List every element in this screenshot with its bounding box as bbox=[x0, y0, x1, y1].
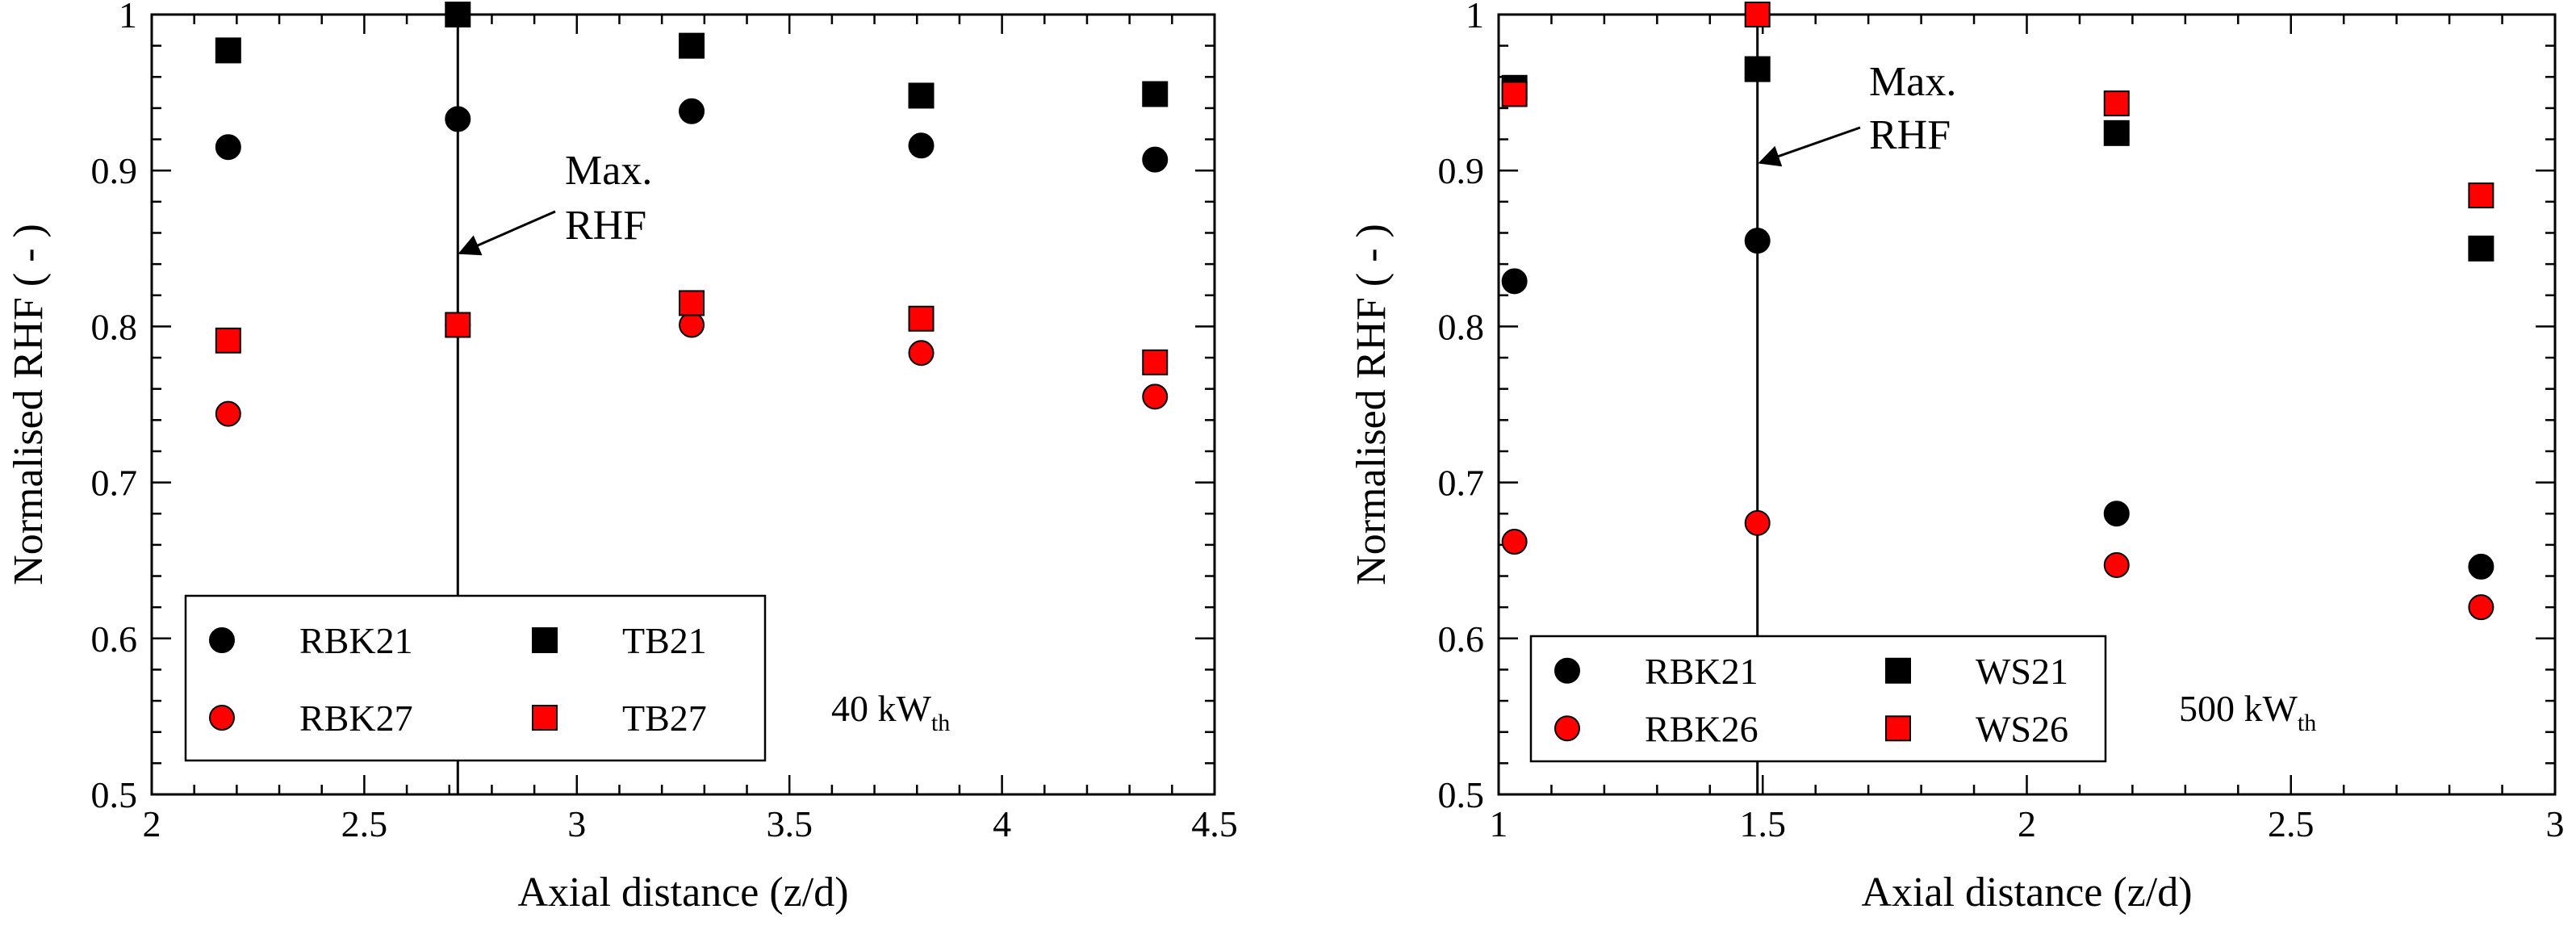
y-tick-label: 0.5 bbox=[1438, 774, 1485, 815]
marker-rbk21-4 bbox=[2468, 553, 2494, 580]
y-tick-label: 0.7 bbox=[1438, 463, 1485, 504]
marker-rbk21-1 bbox=[1501, 268, 1528, 295]
legend-label-tb27: TB27 bbox=[622, 698, 707, 739]
marker-tb27-3 bbox=[679, 290, 705, 316]
marker-rbk26-1 bbox=[1501, 529, 1528, 555]
x-tick-label: 3.5 bbox=[766, 803, 813, 844]
power-label-subscript: th bbox=[2298, 710, 2316, 736]
marker-rbk21-4 bbox=[908, 132, 935, 159]
y-tick-label: 1 bbox=[119, 0, 137, 36]
x-tick-label: 4.5 bbox=[1191, 803, 1238, 844]
legend: RBK21 TB21 RBK27 TB27 bbox=[184, 594, 767, 762]
legend-box bbox=[184, 594, 767, 762]
x-axis-title: Axial distance (z/d) bbox=[1861, 869, 2192, 916]
marker-rbk27-3 bbox=[679, 312, 705, 338]
power-label-subscript: th bbox=[931, 710, 950, 736]
power-label: 500 kWth bbox=[2179, 688, 2316, 736]
legend-marker-ws21 bbox=[1885, 657, 1911, 684]
marker-rbk26-3 bbox=[2103, 551, 2130, 578]
legend-label-rbk21: RBK21 bbox=[299, 620, 413, 661]
legend-marker-ws26 bbox=[1885, 715, 1911, 742]
marker-ws21-4 bbox=[2468, 235, 2494, 262]
annotation-max: Max. bbox=[1869, 59, 1956, 105]
x-tick-label: 4 bbox=[993, 803, 1011, 844]
y-axis-title: Normalised RHF ( - ) bbox=[6, 224, 52, 585]
marker-tb27-2 bbox=[445, 312, 471, 338]
marker-tb27-5 bbox=[1142, 349, 1169, 375]
x-tick-label: 1 bbox=[1490, 803, 1508, 844]
x-tick-label: 3 bbox=[2546, 803, 2565, 844]
y-tick-label: 0.9 bbox=[91, 150, 138, 191]
marker-tb27-1 bbox=[215, 327, 241, 354]
legend-marker-rbk27 bbox=[209, 705, 235, 731]
plot-frame bbox=[150, 13, 1216, 796]
x-tick-label: 2 bbox=[143, 803, 161, 844]
legend-label-ws21: WS21 bbox=[1976, 651, 2068, 692]
marker-rbk21-3 bbox=[679, 98, 705, 124]
power-label-main: 500 kW bbox=[2179, 688, 2298, 729]
x-tick-label: 2.5 bbox=[2268, 803, 2315, 844]
marker-ws26-4 bbox=[2468, 182, 2494, 209]
annotation-rhf: RHF bbox=[565, 203, 646, 249]
annotation-rhf: RHF bbox=[1869, 112, 1951, 158]
marker-rbk27-4 bbox=[908, 340, 935, 367]
marker-rbk26-2 bbox=[1744, 509, 1771, 536]
marker-tb21-4 bbox=[908, 82, 935, 109]
y-tick-label: 0.6 bbox=[91, 618, 138, 660]
legend: RBK21 WS21 RBK26 WS26 bbox=[1529, 635, 2107, 763]
legend-marker-tb21 bbox=[532, 627, 558, 653]
power-label: 40 kWth bbox=[831, 688, 950, 736]
marker-ws21-2 bbox=[1744, 56, 1771, 82]
x-axis-title: Axial distance (z/d) bbox=[517, 869, 848, 916]
legend-label-rbk21: RBK21 bbox=[1645, 651, 1758, 692]
annotation-arrow bbox=[458, 210, 556, 256]
x-tick-label: 1.5 bbox=[1740, 803, 1787, 844]
legend-label-ws26: WS26 bbox=[1976, 708, 2068, 749]
annotation-max: Max. bbox=[565, 148, 652, 194]
chart-panel-2: 0.5 0.6 0.7 0.8 0.9 1 1 1.5 2 2.5 3 Axial distance … bbox=[1349, 0, 2565, 916]
marker-ws26-2 bbox=[1744, 2, 1771, 27]
y-tick-label: 0.6 bbox=[1438, 618, 1485, 660]
x-tick-label: 3 bbox=[567, 803, 586, 844]
marker-ws26-3 bbox=[2103, 90, 2130, 117]
legend-marker-rbk21 bbox=[1554, 657, 1580, 684]
legend-marker-rbk21 bbox=[209, 627, 235, 653]
marker-tb21-5 bbox=[1142, 81, 1169, 107]
marker-rbk27-5 bbox=[1142, 383, 1169, 410]
marker-rbk27-1 bbox=[215, 400, 241, 427]
y-tick-label: 0.9 bbox=[1438, 150, 1485, 191]
y-tick-label: 0.8 bbox=[1438, 306, 1485, 347]
x-tick-label: 2 bbox=[2018, 803, 2036, 844]
marker-rbk21-5 bbox=[1142, 146, 1169, 173]
y-axis-title: Normalised RHF ( - ) bbox=[1349, 224, 1395, 585]
marker-rbk21-1 bbox=[215, 134, 241, 161]
legend-label-tb21: TB21 bbox=[622, 620, 707, 661]
legend-label-rbk26: RBK26 bbox=[1645, 708, 1758, 749]
legend-marker-rbk26 bbox=[1554, 715, 1580, 742]
marker-tb21-3 bbox=[679, 32, 705, 59]
power-label-main: 40 kW bbox=[831, 688, 932, 729]
legend-label-rbk27: RBK27 bbox=[299, 698, 413, 739]
legend-box bbox=[1529, 635, 2107, 763]
chart-panel-1: 0.5 0.6 0.7 0.8 0.9 1 2 2.5 3 3.5 4 4.5 Axial distan… bbox=[6, 0, 1238, 916]
x-tick-label: 2.5 bbox=[341, 803, 388, 844]
marker-rbk21-2 bbox=[445, 106, 471, 132]
marker-rbk26-4 bbox=[2468, 594, 2494, 621]
y-tick-label: 0.5 bbox=[91, 774, 138, 815]
y-tick-label: 1 bbox=[1466, 0, 1484, 36]
marker-tb27-4 bbox=[908, 305, 935, 332]
annotation-arrow bbox=[1758, 126, 1861, 167]
marker-rbk21-2 bbox=[1744, 228, 1771, 254]
marker-rbk21-3 bbox=[2103, 501, 2130, 527]
y-tick-label: 0.8 bbox=[91, 306, 138, 347]
legend-marker-tb27 bbox=[532, 705, 558, 731]
marker-ws26-1 bbox=[1501, 81, 1528, 107]
marker-tb21-2 bbox=[445, 2, 471, 27]
marker-tb21-1 bbox=[215, 37, 241, 64]
y-tick-label: 0.7 bbox=[91, 463, 138, 504]
marker-ws21-3 bbox=[2103, 119, 2130, 146]
